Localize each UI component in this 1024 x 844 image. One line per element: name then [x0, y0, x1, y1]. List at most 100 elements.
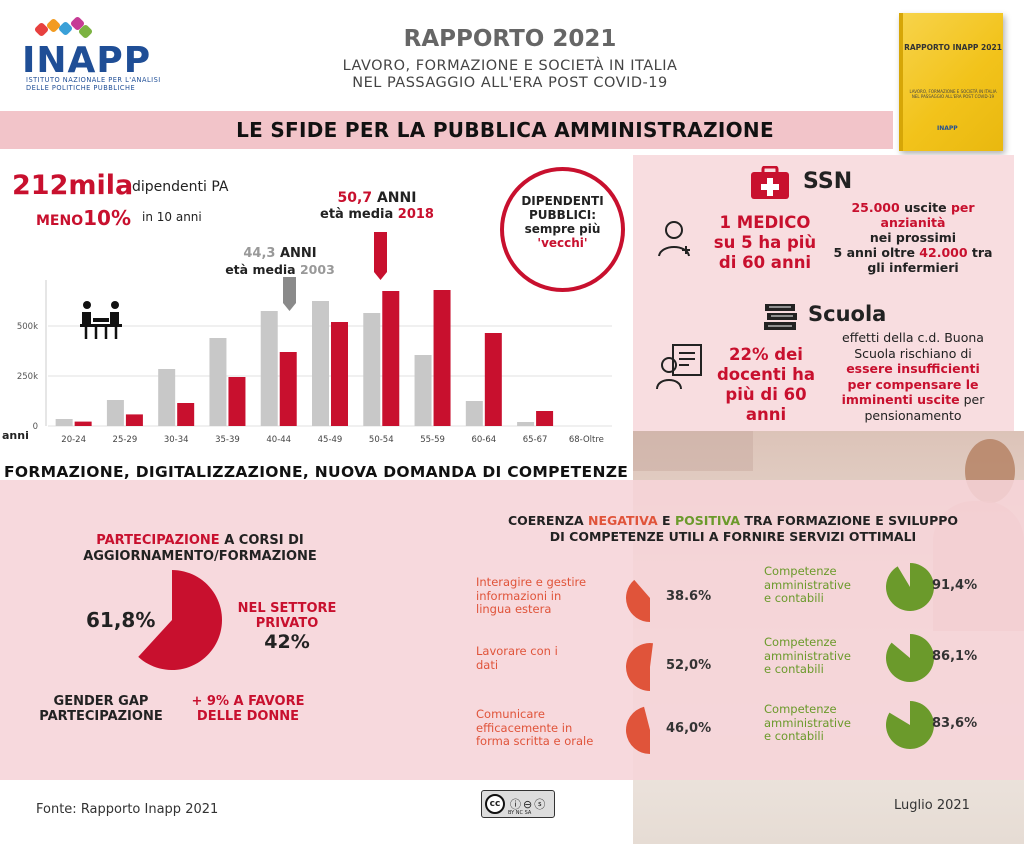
inapp-logo-subtitle: ISTITUTO NAZIONALE PER L'ANALISI DELLE P… [26, 76, 161, 92]
effetti-line-5b: per [963, 392, 985, 407]
uscite-line-4: gli infermieri [867, 260, 959, 275]
age-2018-year: 2018 [397, 207, 434, 222]
coerenza-item-label: Competenze amministrative e contabili [764, 702, 884, 744]
decrease-period: in 10 anni [142, 210, 202, 224]
age-bar-chart: 20-24 25-29 30-34 35-39 40-44 45-49 50-54 55-59… [2, 232, 612, 445]
age-2003-number: 44,3 [243, 246, 276, 261]
coerenza-pie [886, 701, 934, 749]
y-tick-label: 500k [17, 322, 38, 332]
x-tick-label: 20-24 [61, 435, 86, 445]
footer-date: Luglio 2021 [894, 798, 970, 813]
decrease-value: 10% [83, 206, 131, 230]
logo-dots [30, 15, 94, 40]
coerenza-item-value: 83,6% [932, 716, 978, 731]
coerenza-pie [626, 579, 650, 622]
coerenza-item-value: 38.6% [666, 589, 712, 604]
x-tick-label: 45-49 [318, 435, 343, 445]
bar-2018-20-24 [74, 421, 92, 426]
x-tick-label: 55-59 [420, 435, 445, 445]
effetti-line-2: Scuola rischiano di [854, 345, 972, 361]
cc-icon: cc [485, 794, 505, 814]
age-2003-label: età media 2003 [220, 262, 340, 277]
bar-2018-65-67 [536, 411, 554, 426]
coerenza-item-value: 46,0% [666, 721, 712, 736]
uscite-stat: 25.000 uscite per anzianità nei prossimi… [818, 200, 1008, 275]
report-subtitle-1: LAVORO, FORMAZIONE E SOCIETÀ IN ITALIA [342, 58, 678, 74]
coerenza-item-label: Comunicare efficacemente in forma scritta … [476, 707, 596, 749]
privato-line-1: NEL SETTORE [237, 601, 337, 616]
y-tick-label: 250k [17, 372, 38, 382]
gap-line-1: GENDER GAP [53, 694, 149, 709]
report-title: RAPPORTO 2021 [403, 26, 617, 52]
scuola-title: Scuola [808, 302, 887, 326]
coerenza-item-value: 52,0% [666, 658, 712, 673]
coerenza-item-label-line-2: amministrative [764, 715, 851, 730]
coerenza-item-label: Competenze amministrative e contabili [764, 635, 884, 677]
coerenza-t2: DI COMPETENZE UTILI A FORNIRE SERVIZI OT… [549, 529, 917, 544]
partecipazione-pie [138, 570, 222, 670]
banner-title: LE SFIDE PER LA PUBBLICA AMMINISTRAZIONE [236, 118, 774, 142]
book-title: RAPPORTO INAPP 2021 [904, 43, 1002, 52]
coerenza-item-label-line-2: efficacemente in [476, 720, 573, 735]
x-tick-label: 35-39 [215, 435, 240, 445]
coerenza-item-label-line-1: Comunicare [476, 707, 545, 721]
circle-line-1: DIPENDENTI [521, 194, 604, 208]
age-2003-year: 2003 [299, 262, 335, 277]
coerenza-pie [626, 643, 654, 691]
y-tick-label: 0 [33, 422, 38, 432]
circle-line-3: sempre più [524, 222, 601, 236]
bar-2003-65-67 [517, 422, 535, 426]
bar-2003-45-49 [312, 301, 329, 426]
gender-gap-value: + 9% A FAVORE DELLE DONNE [178, 694, 318, 724]
uscite-line-2: nei prossimi [869, 230, 957, 245]
coerenza-item-label-line-1: Interagire e gestire [476, 575, 587, 589]
book-cover: RAPPORTO INAPP 2021 LAVORO, FORMAZIONE E… [899, 13, 1003, 151]
coerenza-item-label-line-2: amministrative [764, 577, 851, 592]
bar-2018-35-39 [228, 377, 246, 426]
coerenza-item-value: 86,1% [932, 649, 978, 664]
inapp-logo: INAPP [22, 40, 152, 81]
marker-2018-arrow [374, 232, 387, 280]
coerenza-pie [626, 706, 650, 754]
coerenza-pie-slice [626, 643, 654, 691]
coerenza-pie [886, 563, 934, 611]
x-tick-label: 40-44 [266, 435, 291, 445]
report-subtitle-2: NEL PASSAGGIO ALL'ERA POST COVID-19 [352, 75, 668, 91]
book-logo: INAPP [937, 125, 958, 132]
doctor-icon [658, 221, 690, 257]
photo-shelf [633, 431, 753, 471]
partecipazione-value: 61,8% [86, 608, 156, 632]
old-employees-circle [500, 167, 625, 292]
partecipazione-line-2: AGGIORNAMENTO/FORMAZIONE [83, 549, 317, 564]
docenti-line-2: docenti ha [716, 365, 816, 384]
circle-line-4: 'vecchi' [537, 236, 588, 250]
privato-value: 42% [264, 631, 310, 653]
coerenza-t1a: COERENZA [507, 513, 584, 528]
partecipazione-title: PARTECIPAZIONE A CORSI DI AGGIORNAMENTO/… [40, 533, 360, 565]
ssn-title: SSN [803, 169, 853, 194]
x-tick-label: 68-Oltre [569, 435, 604, 445]
cc-sub: BY NC SA [508, 810, 532, 816]
age-2003-value: 44,3 ANNI [220, 246, 340, 261]
bar-2018-25-29 [125, 414, 143, 426]
chart-bars [55, 290, 554, 426]
coerenza-item-value: 91,4% [932, 578, 978, 593]
coerenza-item-label-line-3: e contabili [764, 729, 824, 743]
bar-2018-55-59 [433, 290, 451, 426]
bar-2003-30-34 [158, 369, 176, 426]
coerenza-pie-slice [886, 634, 934, 682]
coerenza-item-label-line-2: amministrative [764, 648, 851, 663]
x-tick-label: 60-64 [471, 435, 496, 445]
gender-gap-label: GENDER GAP PARTECIPAZIONE [26, 694, 176, 724]
age-2018-value: 50,7 ANNI [312, 190, 442, 206]
effetti-line-3: essere insufficienti [846, 361, 980, 376]
bar-2018-50-54 [382, 291, 400, 426]
cc-license-badge: cc ⓘ⊖ⓢ BY NC SA [481, 790, 555, 818]
coerenza-item-label-line-1: Competenze [764, 635, 837, 649]
chart-x-label: anni [2, 429, 29, 442]
coerenza-t1e: TRA FORMAZIONE E SVILUPPO [744, 513, 959, 528]
coerenza-item-label-line-1: Competenze [764, 564, 837, 578]
bar-2018-30-34 [177, 403, 195, 426]
age-2018-label: età media 2018 [312, 207, 442, 222]
gap-value-line-2: DELLE DONNE [196, 709, 300, 724]
